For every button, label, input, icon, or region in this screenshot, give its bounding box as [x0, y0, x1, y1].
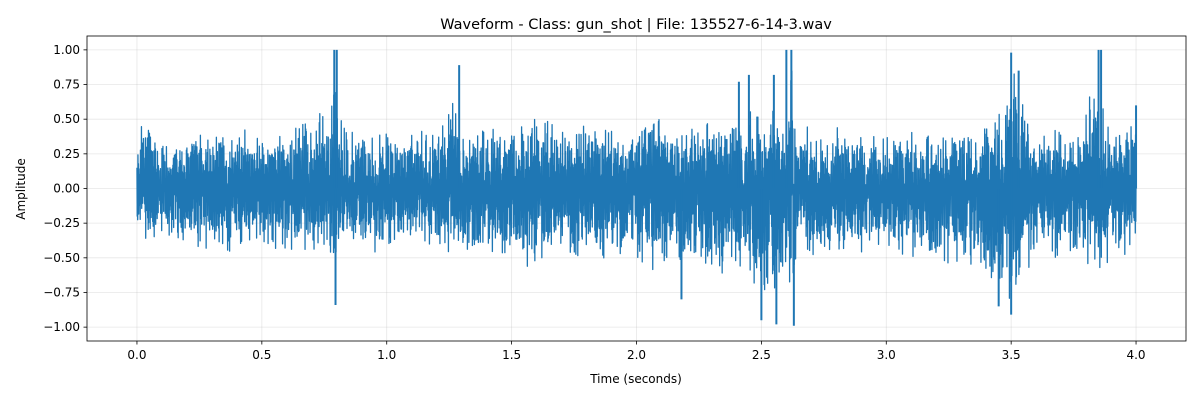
x-axis-label: Time (seconds)	[589, 372, 682, 386]
x-tick-label: 2.0	[627, 348, 646, 362]
x-tick-label: 0.5	[252, 348, 271, 362]
x-tick-label: 4.0	[1126, 348, 1145, 362]
x-tick-label: 3.5	[1002, 348, 1021, 362]
y-tick-label: −0.25	[43, 216, 80, 230]
y-tick-label: 0.25	[53, 147, 80, 161]
y-tick-label: 1.00	[53, 43, 80, 57]
x-axis-ticks: 0.0 0.5 1.0 1.5 2.0 2.5 3.0 3.5 4.0	[127, 341, 1146, 362]
waveform-line	[136, 70, 1137, 299]
y-tick-label: 0.50	[53, 112, 80, 126]
x-tick-label: 1.0	[377, 348, 396, 362]
y-tick-label: −1.00	[43, 320, 80, 334]
y-tick-label: −0.75	[43, 285, 80, 299]
y-axis-label: Amplitude	[14, 158, 28, 220]
plot-area	[136, 49, 1138, 326]
x-tick-label: 1.5	[502, 348, 521, 362]
x-tick-label: 2.5	[752, 348, 771, 362]
y-tick-label: 0.00	[53, 182, 80, 196]
y-axis-ticks: 1.00 0.75 0.50 0.25 0.00 −0.25 −0.50 −0.75 −1.00	[43, 43, 87, 334]
y-tick-label: −0.50	[43, 251, 80, 265]
x-tick-label: 3.0	[877, 348, 896, 362]
x-tick-label: 0.0	[127, 348, 146, 362]
y-tick-label: 0.75	[53, 78, 80, 92]
chart-title: Waveform - Class: gun_shot | File: 13552…	[440, 17, 832, 33]
